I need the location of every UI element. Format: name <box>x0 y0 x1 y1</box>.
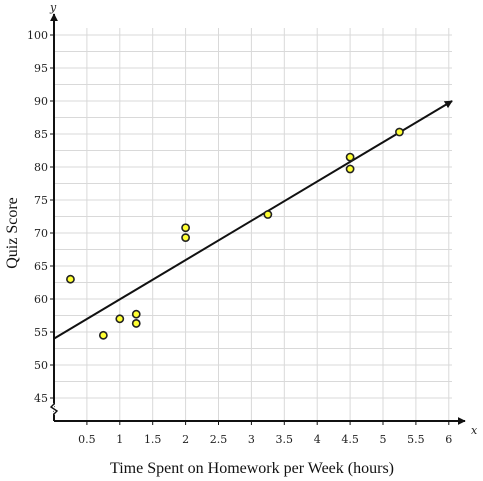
data-point <box>263 210 273 219</box>
data-point <box>181 233 190 243</box>
x-tick-label: 4 <box>314 433 321 446</box>
grid-lines <box>54 28 452 421</box>
data-point <box>115 314 125 324</box>
x-tick-labels: 0.5 1 1.5 2 2.5 3 3.5 4 4.5 5 5.5 6 <box>78 421 452 446</box>
y-tick-label: 90 <box>34 95 48 108</box>
data-point <box>131 309 141 319</box>
y-tick-label: 70 <box>34 227 48 240</box>
y-tick-label: 85 <box>34 128 48 141</box>
data-point <box>66 274 75 284</box>
y-axis-letter: y <box>49 1 57 14</box>
x-tick-label: 5 <box>380 433 387 446</box>
x-tick-label: 0.5 <box>78 433 96 446</box>
x-tick-label: 3.5 <box>276 433 294 446</box>
x-tick-label: 5.5 <box>407 433 425 446</box>
x-axis-title: Time Spent on Homework per Week (hours) <box>110 460 394 477</box>
x-axis-letter: x <box>471 424 478 437</box>
y-tick-label: 100 <box>27 29 48 42</box>
data-point <box>131 319 141 328</box>
data-points <box>66 127 404 340</box>
y-tick-label: 75 <box>34 194 48 207</box>
y-tick-label: 45 <box>34 392 48 405</box>
trend-line <box>53 100 453 340</box>
y-tick-label: 95 <box>34 62 48 75</box>
x-tick-label: 4.5 <box>341 433 359 446</box>
x-tick-label: 6 <box>445 433 452 446</box>
data-point <box>345 164 355 174</box>
axes <box>47 13 466 425</box>
data-point <box>345 152 355 162</box>
y-tick-label: 80 <box>34 161 48 174</box>
x-tick-label: 1.5 <box>144 433 162 446</box>
data-point <box>181 223 190 233</box>
y-tick-label: 50 <box>34 359 48 372</box>
x-tick-label: 2.5 <box>210 433 228 446</box>
x-tick-label: 2 <box>182 433 189 446</box>
data-point <box>98 330 108 340</box>
y-axis-title: Quiz Score <box>4 197 21 269</box>
y-tick-label: 60 <box>34 293 48 306</box>
y-axis-break-zigzag <box>49 403 59 415</box>
y-tick-labels: 45 50 55 60 65 70 75 80 85 90 95 100 <box>27 29 54 405</box>
y-tick-label: 65 <box>34 260 48 273</box>
x-tick-label: 1 <box>116 433 123 446</box>
y-tick-label: 55 <box>34 326 48 339</box>
data-point <box>395 127 404 137</box>
x-tick-label: 3 <box>248 433 255 446</box>
